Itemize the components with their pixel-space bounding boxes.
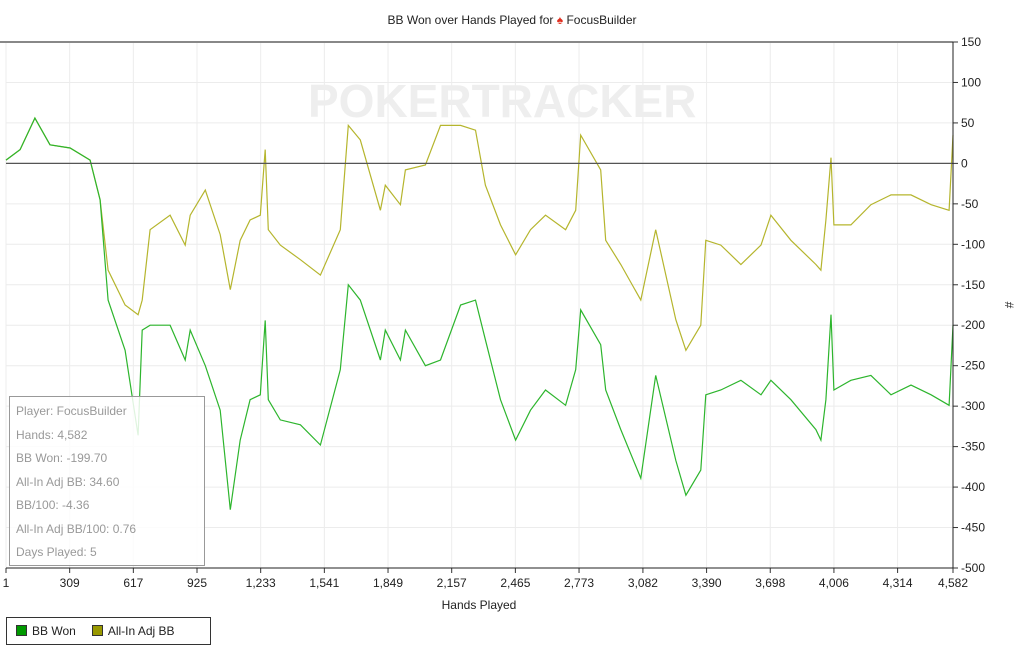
x-tick-label: 1,541 <box>309 576 339 590</box>
series-line-bb-won <box>5 116 954 510</box>
y-tick-label: 100 <box>961 75 981 89</box>
x-tick-label: 925 <box>187 576 207 590</box>
series-line-all-in-adj-bb <box>5 116 954 352</box>
info-line: Days Played: 5 <box>16 545 97 559</box>
x-tick-label: 3,698 <box>755 576 785 590</box>
legend-label: All-In Adj BB <box>107 624 175 638</box>
y-tick-label: -50 <box>961 197 979 211</box>
x-tick-label: 2,773 <box>564 576 594 590</box>
y-tick-label: -500 <box>961 561 985 575</box>
x-tick-label: 1,849 <box>373 576 403 590</box>
y-tick-label: -200 <box>961 318 985 332</box>
info-line: Hands: 4,582 <box>16 427 88 442</box>
stats-info-box: Player: FocusBuilder Hands: 4,582 BB Won: … <box>9 396 205 566</box>
x-tick-label: 4,314 <box>883 576 913 590</box>
y-tick-label: -450 <box>961 521 985 535</box>
legend-swatch-icon <box>16 625 27 636</box>
y-tick-label: -350 <box>961 440 985 454</box>
legend-item[interactable]: All-In Adj BB <box>91 624 175 638</box>
x-tick-label: 3,390 <box>692 576 722 590</box>
y-tick-label: 150 <box>961 35 981 49</box>
legend-swatch-icon <box>91 625 103 636</box>
x-tick-label: 617 <box>123 576 143 590</box>
x-tick-label: 309 <box>60 576 80 590</box>
x-tick-label: 2,465 <box>500 576 530 590</box>
title-text: BB Won over Hands Played for <box>387 13 554 27</box>
legend: BB Won All-In Adj BB <box>6 617 211 645</box>
y-tick-label: -250 <box>961 359 985 373</box>
pokerstars-spade-icon: ♠ <box>556 13 564 27</box>
chart-title: BB Won over Hands Played for ♠ FocusBuil… <box>0 13 1024 27</box>
title-player: FocusBuilder <box>566 13 637 27</box>
info-line: All-In Adj BB: 34.60 <box>16 474 120 489</box>
x-tick-label: 1 <box>3 576 10 590</box>
x-axis-label: Hands Played <box>441 598 517 612</box>
y-tick-label: -400 <box>961 480 985 494</box>
y-axis-label: # <box>1002 302 1016 309</box>
x-tick-label: 2,157 <box>437 576 467 590</box>
x-tick-label: 3,082 <box>628 576 658 590</box>
y-tick-label: -150 <box>961 278 985 292</box>
x-tick-label: 1,233 <box>246 576 276 590</box>
legend-label: BB Won <box>32 624 76 638</box>
y-tick-label: -100 <box>961 237 985 251</box>
info-line: BB Won: -199.70 <box>16 451 108 465</box>
info-line: BB/100: -4.36 <box>16 498 90 512</box>
x-tick-label: 4,582 <box>938 576 968 590</box>
y-tick-label: 0 <box>961 156 968 170</box>
x-tick-label: 4,006 <box>819 576 849 590</box>
info-line: All-In Adj BB/100: 0.76 <box>16 521 137 536</box>
legend-item[interactable]: BB Won <box>16 624 76 638</box>
y-tick-label: 50 <box>961 116 975 130</box>
info-line: Player: FocusBuilder <box>16 404 127 418</box>
watermark: POKERTRACKER <box>308 75 696 127</box>
y-tick-label: -300 <box>961 399 985 413</box>
